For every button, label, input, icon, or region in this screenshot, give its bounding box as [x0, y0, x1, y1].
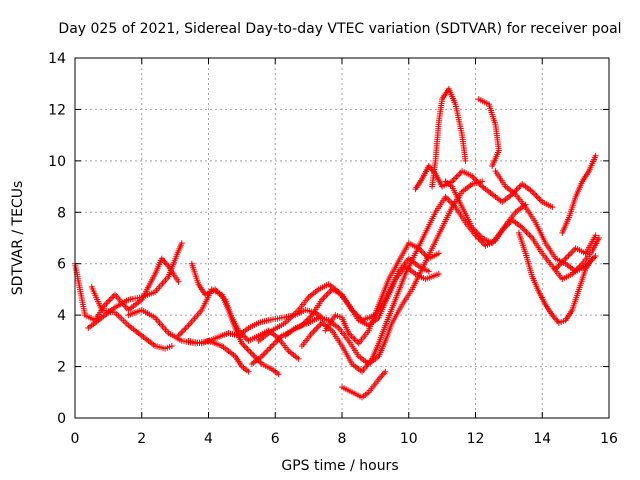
- y-axis-ticks: 0 2 4 6 8 10 12 14: [48, 51, 609, 427]
- y-axis-label: SDTVAR / TECUs: [10, 181, 26, 296]
- series-sat-l: [322, 240, 442, 347]
- series-sat-c: [85, 240, 185, 331]
- series-sat-q: [442, 178, 602, 283]
- plus-markers: [322, 240, 442, 347]
- y-tick-label: 4: [57, 308, 66, 324]
- x-tick-label: 12: [467, 431, 485, 447]
- series-sat-b: [88, 283, 175, 352]
- x-tick-label: 4: [204, 431, 213, 447]
- plus-markers: [85, 240, 185, 331]
- plus-markers: [185, 307, 325, 347]
- series-sat-u: [552, 232, 599, 272]
- x-axis-label: GPS time / hours: [281, 458, 398, 474]
- series-sat-p: [475, 96, 502, 169]
- plus-markers: [515, 229, 596, 326]
- series-sat-s: [515, 229, 596, 326]
- y-tick-label: 6: [57, 257, 66, 273]
- plus-markers: [475, 96, 502, 169]
- y-tick-label: 8: [57, 205, 66, 221]
- x-tick-label: 0: [71, 431, 80, 447]
- x-tick-label: 10: [400, 431, 418, 447]
- plus-markers: [255, 255, 432, 344]
- plus-markers: [442, 178, 602, 283]
- data-points: [72, 85, 602, 401]
- x-tick-label: 16: [600, 431, 618, 447]
- x-tick-label: 8: [338, 431, 347, 447]
- plus-markers: [339, 368, 389, 401]
- series-sat-n: [412, 163, 556, 211]
- grid-lines: [75, 58, 609, 418]
- chart-title: Day 025 of 2021, Sidereal Day-to-day VTE…: [58, 21, 621, 37]
- x-tick-label: 14: [533, 431, 551, 447]
- y-tick-label: 14: [48, 51, 66, 67]
- series-sat-t: [559, 152, 599, 236]
- x-tick-label: 2: [137, 431, 146, 447]
- x-tick-label: 6: [271, 431, 280, 447]
- series-sat-o: [429, 85, 469, 190]
- y-tick-label: 0: [57, 411, 66, 427]
- series-sat-i: [255, 255, 432, 344]
- plus-markers: [559, 152, 599, 236]
- plus-markers: [429, 85, 469, 190]
- y-tick-label: 2: [57, 360, 66, 376]
- y-tick-label: 10: [48, 154, 66, 170]
- y-tick-label: 12: [48, 102, 66, 118]
- series-sat-g: [185, 307, 325, 347]
- series-sat-m: [339, 368, 389, 401]
- x-axis-ticks: 0 2 4 6 8 10 12 14 16: [71, 58, 618, 447]
- plus-markers: [412, 163, 556, 211]
- plus-markers: [552, 232, 599, 272]
